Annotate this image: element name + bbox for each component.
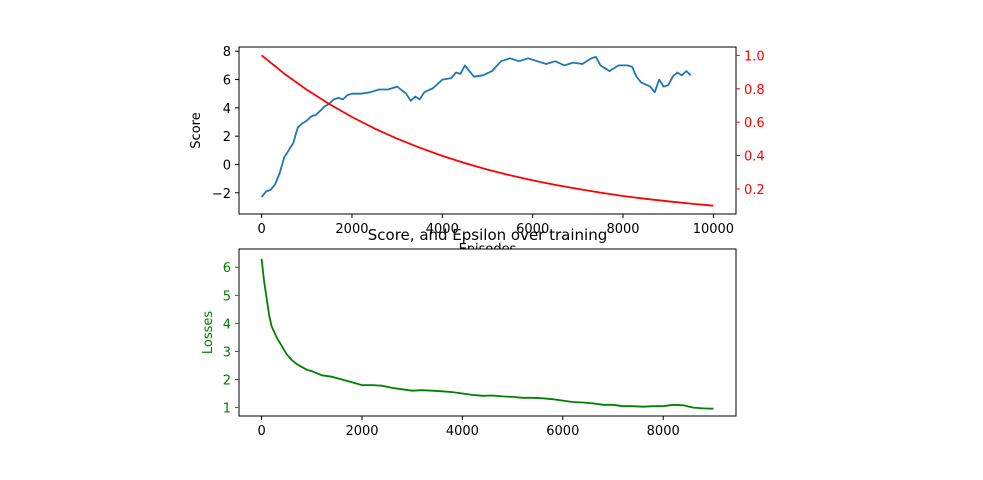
y2-tick-label: 1.0	[744, 49, 765, 64]
y-tick-label: 6	[223, 261, 231, 276]
y-tick-label: 0	[223, 158, 231, 173]
y-tick-label: 2	[223, 130, 231, 145]
y2-tick-label: 0.4	[744, 150, 765, 165]
x-tick-label: 2000	[335, 222, 368, 237]
x-tick-label: 6000	[516, 222, 549, 237]
y-tick-label: −2	[212, 187, 231, 202]
x-tick-label: 4000	[426, 222, 459, 237]
y2-tick-label: 0.6	[744, 116, 765, 131]
plot-background	[239, 249, 736, 416]
y2-tick-label: 0.8	[744, 83, 765, 98]
y-axis-label: Score	[189, 112, 204, 148]
y-tick-label: 1	[223, 402, 231, 417]
losses-panel: 0 2000 4000 6000 8000 1 2 3 4 5 6 Losses Score, and …	[201, 226, 737, 439]
y-tick-label: 8	[223, 45, 231, 60]
plot-frame	[238, 46, 737, 215]
y-axis-label: Losses	[201, 311, 216, 355]
losses-series-line	[260, 258, 714, 410]
x-tick-label: 8000	[647, 424, 680, 439]
chart-title: Score, and Epsilon over training	[368, 226, 607, 244]
y2-tick-label: 0.2	[744, 183, 765, 198]
y-tick-label: 4	[223, 317, 231, 332]
x-tick-label: 10000	[693, 222, 734, 237]
x-tick-label: 8000	[606, 222, 639, 237]
y-tick-label: 3	[223, 345, 231, 360]
plot-frame	[238, 248, 737, 417]
x-tick-label: 0	[257, 222, 265, 237]
x-tick-label: 4000	[446, 424, 479, 439]
y-tick-label: 6	[223, 74, 231, 89]
y-tick-label: 5	[223, 289, 231, 304]
score-epsilon-panel: 0 2000 4000 6000 8000 10000 −2 0 2 4 6 8 0.2 0.4 0.6 0.…	[189, 45, 765, 257]
x-tick-label: 6000	[546, 424, 579, 439]
epsilon-series-line	[261, 54, 714, 207]
x-tick-label: 0	[257, 424, 265, 439]
x-tick-label: 2000	[345, 424, 378, 439]
y-tick-label: 4	[223, 102, 231, 117]
y-tick-label: 2	[223, 374, 231, 389]
score-series-line	[260, 56, 692, 198]
